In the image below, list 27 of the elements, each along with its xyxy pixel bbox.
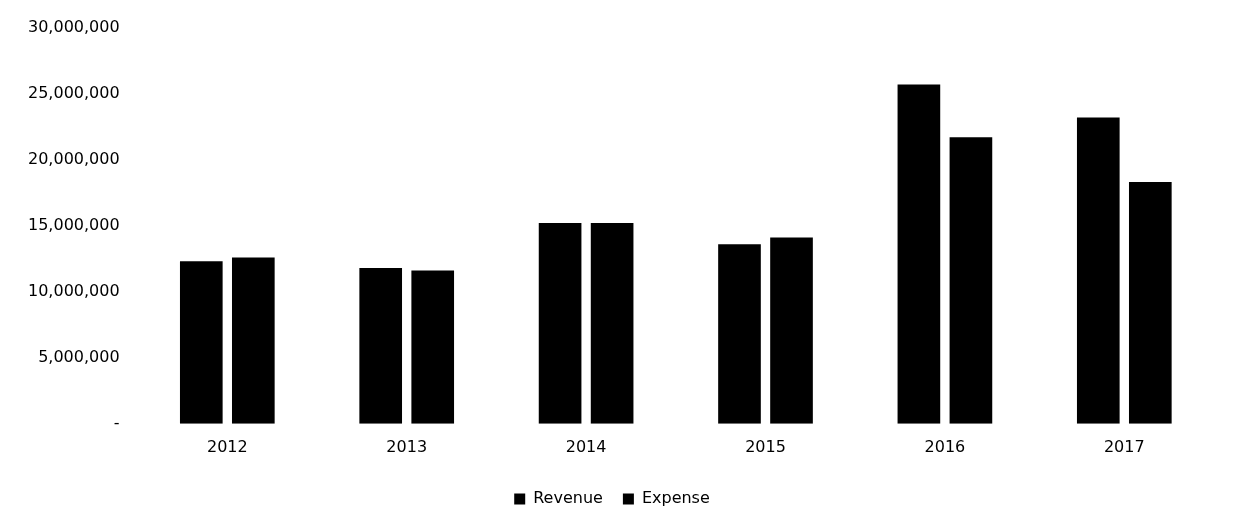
bar <box>590 223 634 424</box>
bar <box>897 84 941 424</box>
bar <box>1076 117 1120 424</box>
legend-label: Revenue <box>533 488 603 508</box>
bar <box>231 257 275 424</box>
y-tick-label: 10,000,000 <box>28 280 120 300</box>
legend-label: Expense <box>641 488 710 508</box>
x-tick-label: 2015 <box>745 436 786 456</box>
bar <box>770 237 813 424</box>
y-tick-label: 30,000,000 <box>28 16 120 36</box>
bar <box>411 270 455 424</box>
bar <box>359 267 403 424</box>
x-tick-label: 2013 <box>386 436 428 456</box>
x-tick-label: 2014 <box>565 436 607 456</box>
y-tick-label: 25,000,000 <box>28 82 120 102</box>
y-tick-label: 20,000,000 <box>28 148 120 168</box>
y-tick-label: 15,000,000 <box>28 214 120 234</box>
y-tick-label: 5,000,000 <box>38 346 120 366</box>
y-tick-label: - <box>113 412 120 432</box>
bar <box>718 244 761 424</box>
x-tick-label: 2016 <box>924 436 966 456</box>
bar <box>538 223 582 424</box>
bar <box>179 261 223 424</box>
bar <box>1128 182 1172 424</box>
x-tick-label: 2017 <box>1103 436 1145 456</box>
bar <box>949 137 993 424</box>
x-tick-label: 2012 <box>206 436 248 456</box>
